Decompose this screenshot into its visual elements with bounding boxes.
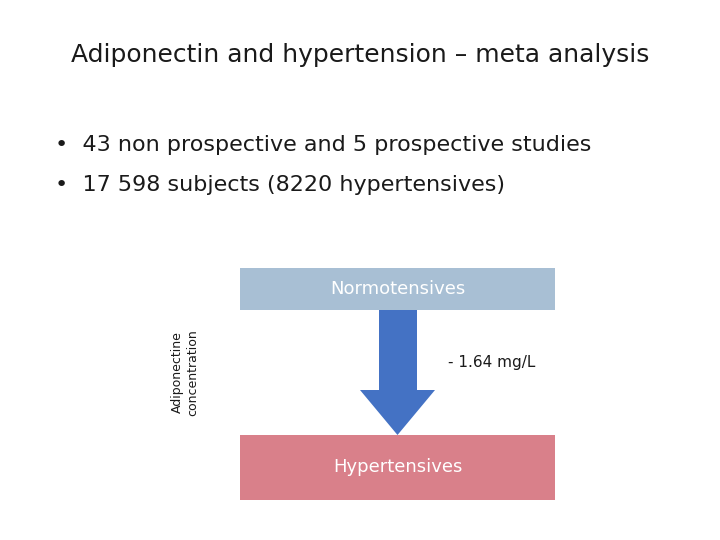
Text: •  43 non prospective and 5 prospective studies: • 43 non prospective and 5 prospective s… bbox=[55, 135, 591, 155]
FancyBboxPatch shape bbox=[379, 310, 416, 390]
Text: Adiponectin and hypertension – meta analysis: Adiponectin and hypertension – meta anal… bbox=[71, 43, 649, 67]
Text: Adiponectine
concentration: Adiponectine concentration bbox=[171, 329, 199, 416]
FancyBboxPatch shape bbox=[240, 435, 555, 500]
Text: Normotensives: Normotensives bbox=[330, 280, 465, 298]
Polygon shape bbox=[360, 390, 435, 435]
Text: Hypertensives: Hypertensives bbox=[333, 458, 462, 476]
Text: •  17 598 subjects (8220 hypertensives): • 17 598 subjects (8220 hypertensives) bbox=[55, 175, 505, 195]
FancyBboxPatch shape bbox=[240, 268, 555, 310]
Text: - 1.64 mg/L: - 1.64 mg/L bbox=[448, 355, 535, 370]
